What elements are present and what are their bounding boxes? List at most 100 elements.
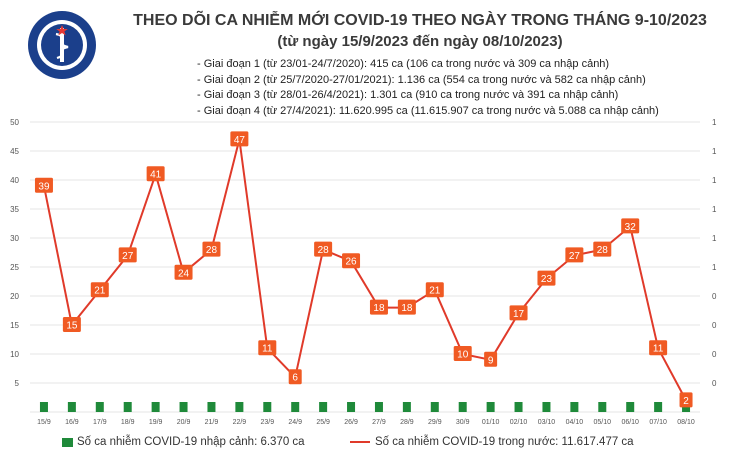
phase-summary-list: - Giai đoạn 1 (từ 23/01-24/7/2020): 415 …: [197, 57, 659, 119]
imported-bar: [430, 402, 439, 412]
x-tick-label: 15/9: [37, 419, 51, 426]
data-label-box: [258, 340, 277, 356]
data-label: 28: [597, 245, 609, 256]
x-tick-label: 28/9: [400, 419, 414, 426]
y-tick-label-left: 5: [15, 379, 20, 388]
data-label: 18: [401, 303, 413, 314]
data-label: 21: [94, 286, 106, 297]
data-label-box: [62, 317, 81, 332]
data-label: 39: [38, 181, 50, 192]
imported-bar: [319, 402, 328, 412]
x-tick-label: 25/9: [316, 419, 330, 426]
data-label: 17: [513, 309, 525, 320]
data-label: 18: [373, 303, 385, 314]
imported-bar: [207, 402, 216, 412]
data-label: 32: [625, 222, 637, 233]
data-label: 41: [150, 170, 162, 181]
phase-summary-item: - Giai đoạn 1 (từ 23/01-24/7/2020): 415 …: [197, 58, 610, 70]
x-tick-label: 16/9: [65, 419, 79, 426]
phase-summary-item: - Giai đoạn 3 (từ 28/01-26/4/2021): 1.30…: [197, 89, 619, 101]
y-tick-label-left: 20: [10, 292, 19, 301]
x-tick-label: 23/9: [260, 419, 274, 426]
imported-bar: [458, 402, 467, 412]
data-label-box: [425, 282, 444, 298]
imported-bar: [626, 402, 635, 412]
data-label: 28: [206, 245, 218, 256]
data-label: 21: [429, 286, 441, 297]
legend-bar-swatch: [62, 437, 73, 447]
y-tick-label-right: 1: [712, 205, 717, 214]
phase-summary-item: - Giai đoạn 2 (từ 25/7/2020-27/01/2021):…: [197, 73, 646, 86]
data-label-box: [679, 392, 693, 408]
imported-bar: [654, 402, 663, 412]
ministry-of-health-logo: [28, 11, 96, 79]
data-label-box: [537, 270, 556, 286]
data-label-box: [146, 166, 165, 182]
x-tick-label: 26/9: [344, 419, 358, 426]
x-tick-label: 03/10: [538, 419, 556, 426]
data-label-box: [565, 247, 584, 263]
imported-bar: [235, 402, 244, 412]
domestic-cases-line: [42, 138, 687, 401]
y-tick-label-left: 45: [10, 147, 19, 156]
x-tick-label: 08/10: [677, 419, 695, 426]
imported-bar: [151, 402, 160, 412]
y-tick-label-left: 10: [10, 350, 19, 359]
y-tick-label-left: 15: [10, 321, 19, 330]
y-tick-label-left: 35: [10, 205, 19, 214]
data-label: 10: [457, 350, 469, 361]
imported-bar: [570, 402, 579, 412]
imported-bar: [486, 402, 495, 412]
imported-bar: [179, 402, 188, 412]
phase-summary-item: - Giai đoạn 4 (từ 27/4/2021): 11.620.995…: [197, 104, 659, 117]
data-label-box: [342, 253, 361, 269]
y-tick-label-right: 0: [712, 350, 717, 359]
y-tick-label-right: 1: [712, 118, 717, 127]
data-label: 15: [66, 321, 78, 332]
imported-bar: [291, 402, 300, 412]
data-label-box: [314, 241, 333, 257]
data-label-box: [397, 299, 416, 315]
y-tick-label-left: 25: [10, 263, 19, 272]
data-label-box: [484, 351, 498, 367]
x-tick-label: 07/10: [649, 419, 667, 426]
legend-line-swatch: [350, 441, 370, 443]
imported-bar: [542, 402, 551, 412]
imported-bar: [123, 402, 132, 412]
chart-title: THEO DÕI CA NHIỄM MỚI COVID-19 THEO NGÀY…: [133, 12, 707, 29]
data-label: 28: [318, 245, 330, 256]
x-tick-label: 29/9: [428, 419, 442, 426]
x-tick-label: 22/9: [233, 419, 247, 426]
data-label: 6: [292, 373, 298, 384]
x-tick-label: 06/10: [621, 419, 639, 426]
data-label-box: [34, 177, 53, 193]
x-tick-label: 30/9: [456, 419, 470, 426]
x-tick-label: 20/9: [177, 419, 191, 426]
data-label-box: [118, 247, 137, 263]
data-label: 26: [345, 257, 357, 268]
imported-bar: [598, 402, 607, 412]
data-label: 9: [488, 355, 494, 366]
data-label-box: [202, 241, 221, 257]
x-tick-label: 01/10: [482, 419, 500, 426]
x-tick-label: 21/9: [205, 419, 219, 426]
data-label: 11: [653, 344, 664, 355]
x-tick-label: 18/9: [121, 419, 135, 426]
data-label: 23: [541, 274, 553, 285]
y-tick-label-right: 1: [712, 147, 717, 156]
data-label: 11: [262, 344, 273, 355]
legend-imported-label: Số ca nhiễm COVID-19 nhập cảnh: 6.370 ca: [77, 436, 305, 448]
data-label-box: [288, 369, 302, 385]
y-tick-label-right: 0: [712, 321, 717, 330]
data-label-box: [593, 241, 612, 257]
y-tick-label-left: 30: [10, 234, 19, 243]
x-tick-label: 27/9: [372, 419, 386, 426]
y-tick-label-right: 0: [712, 292, 717, 301]
imported-bar: [263, 402, 272, 412]
data-label: 2: [683, 396, 689, 407]
x-tick-label: 17/9: [93, 419, 107, 426]
data-label-box: [230, 131, 249, 147]
imported-bar: [95, 402, 104, 412]
legend-imported: Số ca nhiễm COVID-19 nhập cảnh: 6.370 ca: [62, 436, 305, 448]
x-tick-label: 04/10: [566, 419, 584, 426]
